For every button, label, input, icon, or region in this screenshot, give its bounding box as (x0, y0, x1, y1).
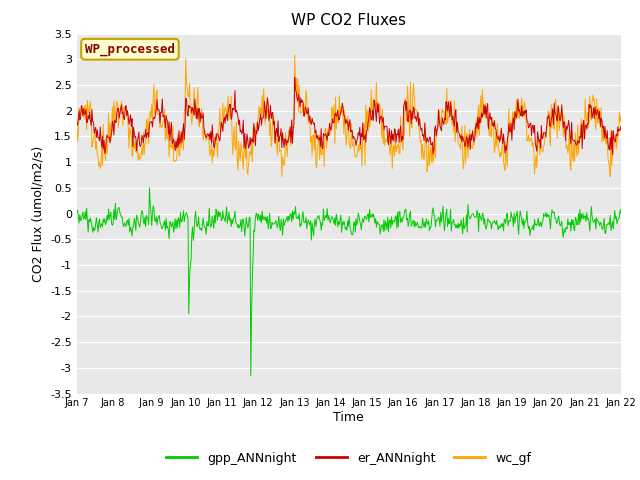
er_ANNnight (83, 120, 90, 126)
gpp_ANNnight (83, 205, 90, 211)
wc_gf (617, 113, 625, 119)
er_ANNnight (194, 116, 202, 122)
gpp_ANNnight (223, 221, 231, 227)
X-axis label: Time: Time (333, 411, 364, 424)
gpp_ANNnight (73, 210, 81, 216)
wc_gf (139, 151, 147, 157)
wc_gf (223, 113, 230, 119)
gpp_ANNnight (139, 209, 147, 215)
wc_gf (83, 127, 90, 132)
Y-axis label: CO2 Flux (umol/m2/s): CO2 Flux (umol/m2/s) (31, 145, 45, 282)
gpp_ANNnight (433, 217, 440, 223)
wc_gf (431, 156, 439, 161)
er_ANNnight (617, 124, 625, 130)
wc_gf (606, 174, 614, 180)
er_ANNnight (431, 123, 439, 129)
Legend: gpp_ANNnight, er_ANNnight, wc_gf: gpp_ANNnight, er_ANNnight, wc_gf (161, 447, 536, 469)
Line: er_ANNnight: er_ANNnight (77, 77, 621, 155)
er_ANNnight (139, 135, 147, 141)
er_ANNnight (73, 120, 81, 126)
gpp_ANNnight (247, 373, 255, 379)
Line: gpp_ANNnight: gpp_ANNnight (77, 188, 621, 376)
er_ANNnight (416, 116, 424, 121)
gpp_ANNnight (417, 224, 424, 229)
gpp_ANNnight (195, 215, 202, 220)
wc_gf (291, 52, 298, 58)
gpp_ANNnight (617, 210, 625, 216)
wc_gf (73, 118, 81, 124)
Line: wc_gf: wc_gf (77, 55, 621, 177)
er_ANNnight (291, 74, 298, 80)
er_ANNnight (609, 152, 616, 157)
er_ANNnight (223, 112, 230, 118)
wc_gf (194, 84, 202, 90)
Title: WP CO2 Fluxes: WP CO2 Fluxes (291, 13, 406, 28)
gpp_ANNnight (145, 185, 153, 191)
Text: WP_processed: WP_processed (85, 43, 175, 56)
wc_gf (416, 129, 424, 135)
